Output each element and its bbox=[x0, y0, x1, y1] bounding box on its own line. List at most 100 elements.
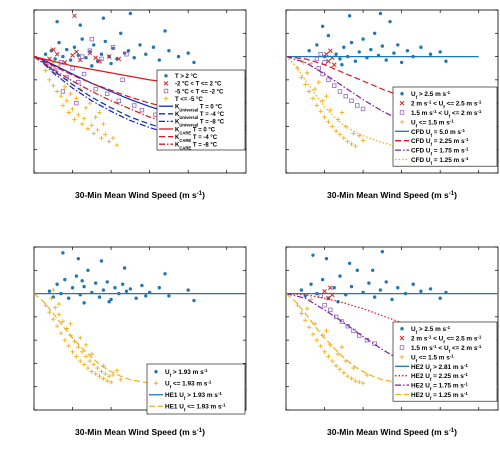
data-point bbox=[303, 82, 308, 87]
label-part: -1 bbox=[197, 428, 203, 434]
data-point bbox=[333, 363, 339, 368]
label-part: < U bbox=[431, 101, 443, 108]
data-point bbox=[349, 141, 354, 147]
data-point bbox=[95, 127, 100, 133]
data-point bbox=[324, 328, 329, 334]
data-point bbox=[60, 319, 66, 324]
model-curve bbox=[34, 293, 246, 388]
data-point bbox=[70, 66, 75, 71]
data-point bbox=[384, 280, 388, 284]
plot-area bbox=[34, 251, 246, 388]
data-point bbox=[380, 44, 385, 48]
label-part: f bbox=[431, 151, 433, 156]
label-part: <= 2.5 m s bbox=[445, 101, 478, 108]
data-point bbox=[116, 98, 121, 104]
plot-area bbox=[286, 249, 498, 388]
label-part: -1 bbox=[464, 362, 468, 367]
label-part: HE1 U bbox=[165, 404, 184, 411]
data-point bbox=[51, 316, 56, 322]
data-point bbox=[390, 297, 394, 302]
label-part: HE2 U bbox=[411, 364, 430, 371]
data-point bbox=[330, 124, 335, 129]
label-part: CFD U bbox=[411, 148, 431, 155]
label-part: CARE bbox=[179, 130, 191, 135]
data-point bbox=[378, 288, 383, 292]
label-part: -1 bbox=[477, 99, 481, 104]
data-point bbox=[68, 58, 73, 62]
data-point bbox=[47, 310, 52, 315]
model-curve bbox=[34, 56, 246, 124]
axes-frame bbox=[285, 9, 499, 174]
label-part: HE2 U bbox=[411, 383, 430, 390]
data-point bbox=[339, 344, 345, 350]
data-point bbox=[337, 367, 343, 372]
data-point bbox=[326, 119, 331, 124]
legend-marker bbox=[163, 88, 169, 94]
data-point bbox=[349, 40, 354, 45]
label-part: <= 1.93 m s bbox=[171, 381, 208, 388]
data-point bbox=[93, 86, 98, 92]
data-point bbox=[192, 60, 196, 65]
legend-label: 2 m s-1 < Uf <= 2.5 m s-1 bbox=[411, 99, 482, 109]
data-point bbox=[438, 50, 442, 54]
model-curve bbox=[34, 56, 246, 143]
data-point bbox=[334, 52, 338, 56]
label-part: 2 m s bbox=[411, 336, 428, 343]
label-part: f bbox=[430, 367, 432, 372]
data-point bbox=[113, 286, 117, 290]
data-point bbox=[360, 106, 366, 112]
label-part: -1 bbox=[197, 191, 203, 197]
legend-label: 2 m s-1 < Uf <= 2.5 m s-1 bbox=[411, 334, 482, 344]
axes-frame bbox=[33, 9, 247, 174]
label-part: <= 1.93 m s bbox=[185, 404, 222, 411]
data-point bbox=[74, 274, 79, 278]
label-part: 30-Min Mean Wind Speed (m s bbox=[75, 427, 197, 437]
label-part: f bbox=[416, 330, 418, 335]
data-point bbox=[328, 107, 333, 113]
data-point bbox=[53, 57, 57, 61]
label-part: HE2 U bbox=[411, 373, 430, 380]
legend-marker bbox=[399, 100, 405, 106]
legend-label: 1.5 m s-1 < Uf <= 2 m s-1 bbox=[411, 108, 482, 118]
legend-label: CFD Uf = 1.75 m s-1 bbox=[411, 146, 469, 156]
data-point bbox=[355, 103, 360, 108]
data-point bbox=[74, 354, 79, 359]
label-part: -1 bbox=[477, 334, 481, 339]
data-point bbox=[138, 43, 142, 47]
data-point bbox=[66, 110, 71, 115]
data-point bbox=[83, 342, 89, 347]
label-part: U bbox=[411, 354, 416, 361]
series-dot bbox=[47, 251, 196, 305]
label-part: 30-Min Mean Wind Speed (m s bbox=[327, 427, 449, 437]
data-point bbox=[99, 259, 104, 263]
data-point bbox=[157, 58, 161, 62]
data-point bbox=[320, 277, 325, 282]
data-point bbox=[76, 344, 81, 350]
data-point bbox=[97, 110, 102, 115]
legend-marker bbox=[164, 74, 168, 78]
data-point bbox=[107, 300, 111, 304]
data-point bbox=[89, 351, 95, 357]
data-point bbox=[101, 376, 106, 381]
data-point bbox=[79, 54, 85, 59]
data-point bbox=[384, 58, 388, 62]
data-point bbox=[49, 49, 54, 53]
label-part: -1 bbox=[204, 368, 208, 373]
data-point bbox=[310, 96, 316, 101]
label-part: = 1.75 m s bbox=[431, 383, 464, 390]
data-point bbox=[93, 55, 99, 61]
data-point bbox=[299, 311, 304, 316]
x-axis-label: 30-Min Mean Wind Speed (m s-1) bbox=[327, 427, 457, 437]
data-point bbox=[396, 286, 400, 290]
data-point bbox=[58, 330, 64, 336]
data-point bbox=[367, 281, 371, 285]
data-point bbox=[310, 332, 316, 337]
data-point bbox=[85, 365, 91, 371]
data-point bbox=[76, 112, 81, 117]
label-part: -1 bbox=[477, 343, 481, 348]
legend-label: Uf > 1.93 m s-1 bbox=[165, 368, 208, 378]
label-part: T = -8 °C bbox=[198, 120, 225, 126]
data-point bbox=[157, 286, 161, 290]
data-point bbox=[87, 48, 93, 53]
data-point bbox=[357, 133, 362, 138]
